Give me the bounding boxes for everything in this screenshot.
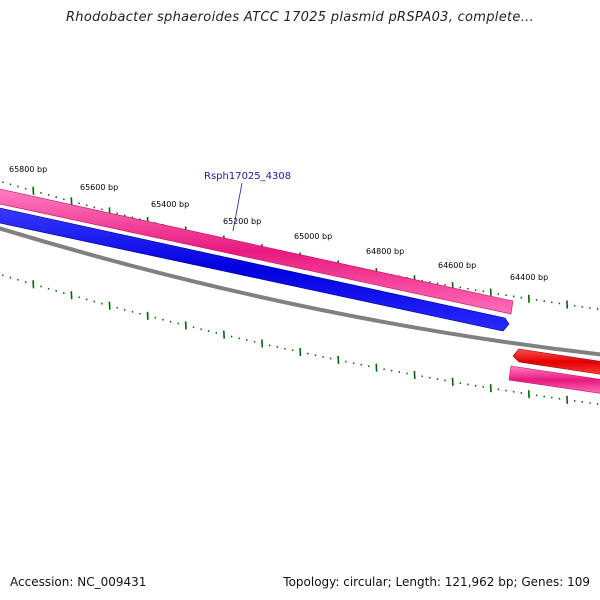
tick-label-65000: 65000 bp xyxy=(294,232,332,241)
tick-label-64600: 64600 bp xyxy=(438,261,476,270)
tick-label-64400: 64400 bp xyxy=(510,273,548,282)
tick-label-65600: 65600 bp xyxy=(80,183,118,192)
gene-label-leader xyxy=(232,182,243,232)
tick-label-65400: 65400 bp xyxy=(151,200,189,209)
tick-label-65800: 65800 bp xyxy=(9,165,47,174)
plasmid-backbone-line xyxy=(0,226,600,357)
forward-cds-feature[interactable] xyxy=(0,188,514,315)
plasmid-summary-text: Topology: circular; Length: 121,962 bp; … xyxy=(283,575,590,589)
gene-label-rsph17025-4308[interactable]: Rsph17025_4308 xyxy=(204,171,291,182)
tick-labels: 65800 bp 65600 bp 65400 bp 65200 bp 6500… xyxy=(9,165,548,282)
plasmid-backbone xyxy=(0,225,600,358)
outer-tick-ring xyxy=(1,181,599,310)
rna-feature[interactable] xyxy=(512,348,600,375)
accession-text: Accession: NC_009431 xyxy=(10,575,147,589)
plasmid-title: Rhodobacter sphaeroides ATCC 17025 plasm… xyxy=(65,10,535,25)
tick-label-65200: 65200 bp xyxy=(223,217,261,226)
reverse-cds-feature[interactable] xyxy=(0,207,510,332)
forward-cds-feature-right[interactable] xyxy=(508,365,600,394)
tick-label-64800: 64800 bp xyxy=(366,247,404,256)
inner-tick-ring xyxy=(1,274,599,405)
